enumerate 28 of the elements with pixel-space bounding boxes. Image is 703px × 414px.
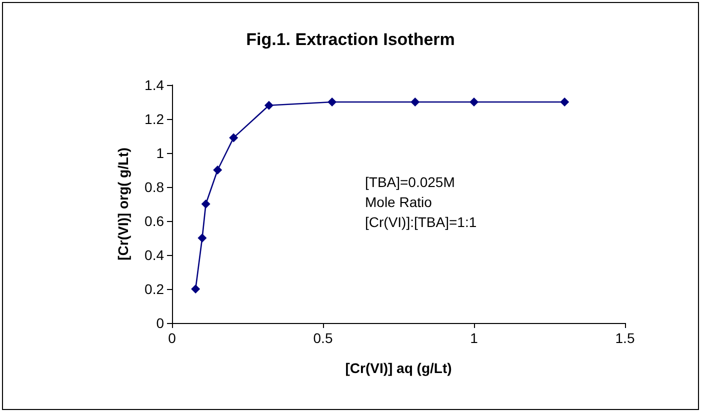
point	[198, 234, 207, 242]
point	[213, 166, 222, 174]
point	[328, 98, 337, 106]
y-tick-label: 0.6	[144, 213, 164, 229]
point	[560, 98, 570, 106]
y-tick-label: 1	[156, 145, 164, 161]
point	[410, 98, 420, 106]
x-tick-label: 1	[470, 330, 478, 346]
y-tick-label: 1.2	[144, 111, 164, 127]
y-tick-label: 0.2	[144, 281, 164, 297]
y-tick-label: 1.4	[144, 77, 164, 93]
point	[470, 98, 478, 106]
annotation: [Cr(VI)]:[TBA]=1:1	[365, 214, 477, 230]
y-tick-label: 0.8	[144, 179, 164, 195]
chart-title: Fig.1. Extraction Isotherm	[246, 30, 455, 49]
x-tick-label: 0	[168, 330, 176, 346]
annotation: [TBA]=0.025M	[365, 174, 455, 190]
point	[201, 200, 210, 208]
y-axis-title: [Cr(VI)] org( g/Lt)	[115, 148, 131, 260]
point	[264, 100, 274, 110]
point	[191, 284, 200, 294]
x-tick-label: 1.5	[615, 330, 635, 346]
y-tick-label: 0.4	[144, 247, 164, 263]
annotation: Mole Ratio	[365, 194, 432, 210]
y-tick-label: 0	[156, 315, 164, 331]
x-axis-title: [Cr(VI)] aq (g/Lt)	[345, 360, 452, 376]
x-tick-label: 0.5	[313, 330, 333, 346]
point	[229, 133, 238, 142]
